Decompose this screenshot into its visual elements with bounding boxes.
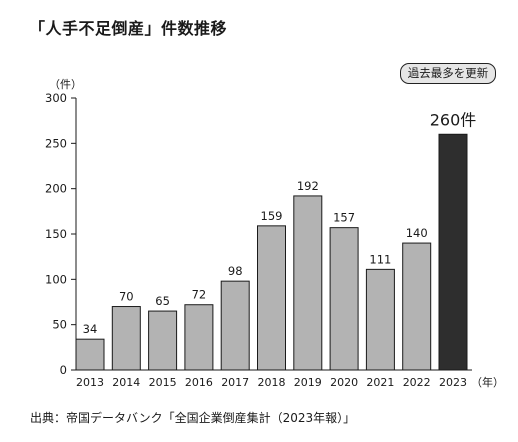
- x-tick-label: 2018: [258, 376, 286, 389]
- x-tick-labels: 2013 2014 2015 2016 2017 2018 2019 2020 2021 2022…: [76, 376, 467, 389]
- y-tick-label: 150: [45, 227, 67, 241]
- bar: [75, 338, 105, 371]
- x-tick-label: 2015: [149, 376, 177, 389]
- x-tick-label: 2021: [366, 376, 394, 389]
- x-tick-label: 2023: [439, 376, 467, 389]
- value-label: 260件: [430, 110, 477, 129]
- bar: [111, 306, 141, 371]
- bars: [75, 133, 468, 371]
- source-note: 出典：帝国データバンク「全国企業倒産集計（2023年報）」: [30, 411, 356, 425]
- x-tick-label: 2014: [112, 376, 140, 389]
- bar: [148, 310, 178, 371]
- y-tick-label: 250: [45, 136, 67, 150]
- value-label: 192: [297, 179, 319, 193]
- value-label: 65: [155, 294, 170, 308]
- bar: [220, 280, 250, 371]
- x-tick-label: 2020: [330, 376, 358, 389]
- y-tick-label: 300: [45, 91, 67, 105]
- value-label: 98: [228, 264, 243, 278]
- x-tick-label: 2016: [185, 376, 213, 389]
- bar: [184, 304, 214, 371]
- value-label: 72: [192, 288, 207, 302]
- x-tick-label: 2019: [294, 376, 322, 389]
- value-label: 111: [369, 252, 391, 266]
- chart-title: 「人手不足倒産」件数推移: [29, 19, 228, 38]
- x-tick-label: 2017: [221, 376, 249, 389]
- bar: [257, 225, 286, 371]
- bar: [293, 195, 323, 371]
- x-tick-label: 2013: [76, 376, 104, 389]
- value-labels: 34 70 65 72 98 159 192 157 111 140 260件: [83, 110, 477, 336]
- x-unit-label: （年）: [471, 375, 504, 389]
- record-high-badge: 過去最多を更新: [400, 63, 496, 84]
- y-tick-label: 0: [60, 363, 67, 377]
- value-label: 34: [83, 322, 98, 336]
- y-ticks: 0 50 100 150 200 250 300: [45, 91, 76, 377]
- x-tick-label: 2022: [403, 376, 431, 389]
- value-label: 140: [406, 226, 428, 240]
- value-label: 157: [333, 211, 355, 225]
- y-tick-label: 200: [45, 182, 67, 196]
- y-unit-label: （件）: [49, 78, 82, 91]
- bar: [402, 242, 432, 371]
- y-tick-label: 50: [52, 318, 67, 332]
- bar: [365, 268, 395, 371]
- y-tick-label: 100: [45, 272, 67, 286]
- value-label: 70: [119, 290, 134, 304]
- bar: [329, 227, 359, 371]
- value-label: 159: [261, 209, 283, 223]
- bar: [438, 133, 468, 371]
